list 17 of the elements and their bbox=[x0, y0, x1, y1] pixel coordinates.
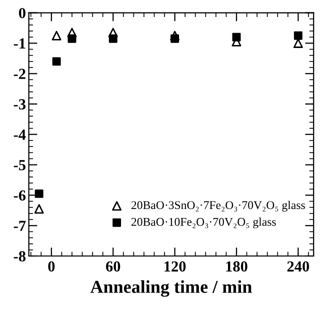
x-tick-label: 120 bbox=[164, 261, 186, 272]
y-tick-label: -7 bbox=[14, 220, 26, 231]
y-tick-label: -6 bbox=[14, 190, 26, 201]
x-axis-title: Annealing time / min bbox=[90, 280, 252, 297]
y-tick-label: -8 bbox=[14, 251, 26, 262]
y-tick-label: -1 bbox=[14, 38, 26, 48]
y-tick-label: -5 bbox=[14, 160, 26, 170]
legend-label: 20BaO·3SnO₂·7Fe₂O₃·70V₂O₅ glass bbox=[131, 200, 305, 212]
y-tick-label: 0 bbox=[18, 8, 26, 18]
legend-label: 20BaO·10Fe₂O₃·70V₂O₅ glass bbox=[131, 218, 276, 228]
y-tick-label: -3 bbox=[14, 99, 26, 110]
y-tick-label: -2 bbox=[14, 68, 26, 79]
x-tick-label: 0 bbox=[48, 261, 55, 272]
x-tick-label: 60 bbox=[106, 261, 120, 272]
x-tick-label: 240 bbox=[287, 261, 310, 272]
y-tick-label: -4 bbox=[14, 130, 26, 140]
x-tick-label: 180 bbox=[226, 261, 248, 272]
